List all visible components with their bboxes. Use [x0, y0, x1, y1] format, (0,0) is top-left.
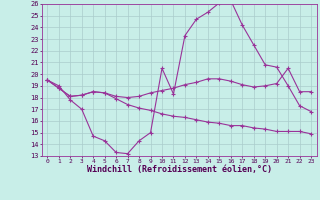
- X-axis label: Windchill (Refroidissement éolien,°C): Windchill (Refroidissement éolien,°C): [87, 165, 272, 174]
